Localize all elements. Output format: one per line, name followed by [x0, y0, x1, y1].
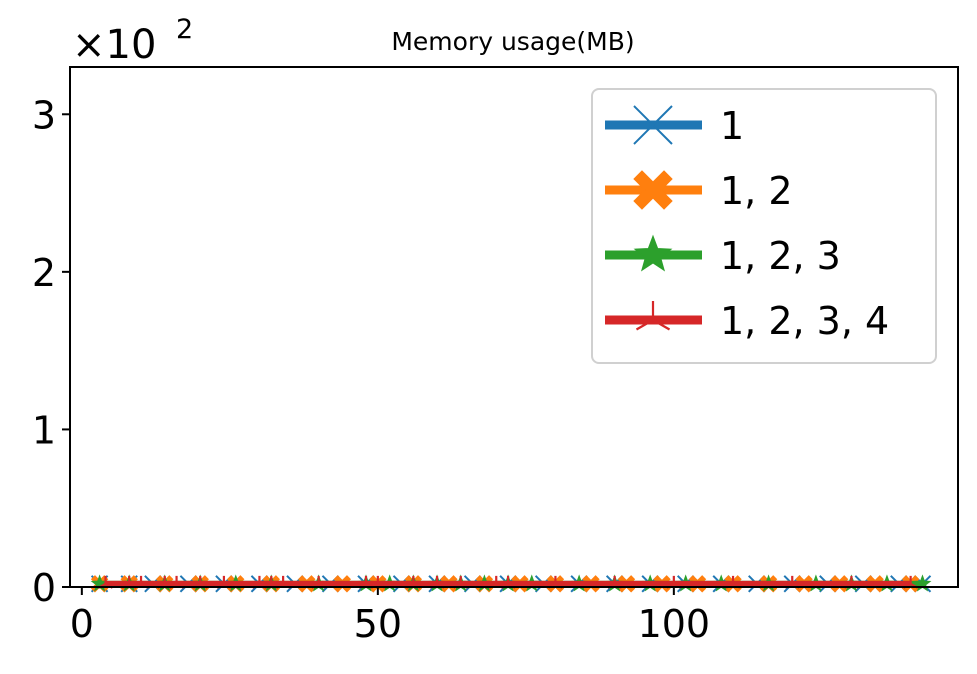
legend-item: 1, 2 — [605, 169, 793, 213]
chart-title: Memory usage(MB) — [391, 27, 634, 56]
x-tick-label: 50 — [354, 602, 402, 646]
x-axis-ticks: 0 50 100 — [70, 587, 710, 646]
y-axis-offset-exponent: 2 — [176, 14, 193, 45]
y-tick-label: 0 — [32, 566, 56, 610]
legend-marker — [633, 234, 673, 272]
series-4 — [98, 575, 919, 589]
plot-frame — [69, 66, 959, 588]
legend-label: 1, 2, 3, 4 — [720, 299, 889, 343]
series-layer — [90, 574, 932, 593]
legend-item: 1, 2, 3, 4 — [605, 299, 889, 343]
legend: 1 1, 2 1, 2, 3 1, 2, 3, 4 — [591, 88, 937, 364]
legend-marker — [635, 301, 671, 331]
legend-label: 1, 2, 3 — [720, 234, 841, 278]
legend-item: 1 — [605, 104, 744, 148]
legend-label: 1 — [720, 104, 744, 148]
x-tick-label: 0 — [70, 602, 94, 646]
y-axis-ticks: 0 1 2 3 — [32, 93, 70, 610]
x-tick-label: 100 — [638, 602, 711, 646]
y-tick-label: 1 — [32, 408, 56, 452]
legend-item: 1, 2, 3 — [605, 234, 841, 278]
legend-marker — [633, 105, 673, 145]
legend-label: 1, 2 — [720, 169, 793, 213]
y-axis-offset-label: ×10 — [72, 22, 156, 68]
legend-marker — [633, 170, 673, 210]
y-tick-label: 3 — [32, 93, 56, 137]
legend-box — [591, 88, 937, 364]
y-tick-label: 2 — [32, 251, 56, 295]
